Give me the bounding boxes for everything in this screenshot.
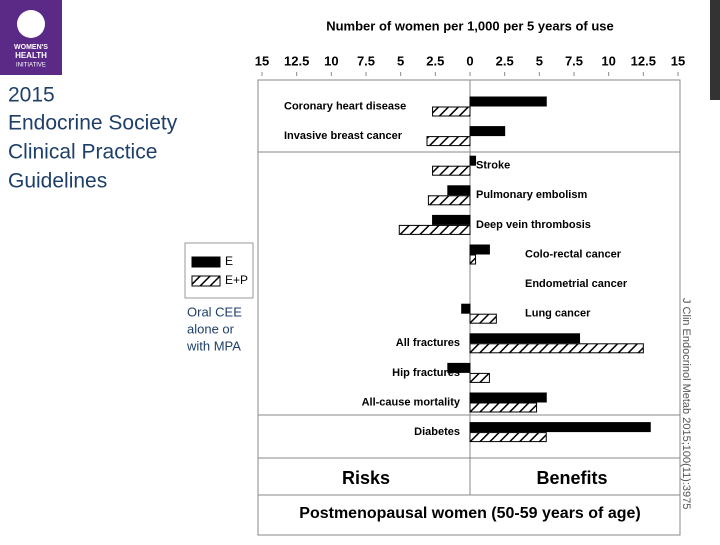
note-line: Oral CEE (187, 304, 242, 319)
bar (469, 402, 538, 413)
legend-swatch (191, 275, 221, 287)
benefits-label: Benefits (536, 468, 607, 488)
x-tick-label: 12.5 (631, 53, 656, 68)
heading-line: Endocrine Society (8, 112, 178, 135)
bar (398, 224, 471, 235)
category-label: Coronary heart disease (284, 100, 406, 112)
legend (184, 242, 254, 299)
category-label: Invasive breast cancer (284, 130, 403, 142)
note: Oral CEE alone or with MPA (186, 304, 242, 353)
category-label: Deep vein thrombosis (476, 219, 591, 231)
bar (469, 96, 547, 107)
bar (447, 185, 471, 196)
note-line: alone or (187, 321, 235, 336)
risks-label: Risks (342, 468, 390, 488)
logo-text: HEALTH (15, 51, 47, 60)
footer: Postmenopausal women (50-59 years of age… (299, 505, 640, 522)
note-line: with MPA (186, 338, 241, 353)
logo-text: WOMEN'S (14, 44, 48, 51)
bar (432, 214, 471, 225)
bar (469, 422, 651, 433)
bar (469, 343, 644, 354)
category-label: Stroke (476, 160, 510, 172)
x-tick-label: 7.5 (357, 53, 375, 68)
category-label: Colo-rectal cancer (525, 248, 622, 260)
heading-line: 2015 (8, 84, 55, 107)
x-tick-label: 2.5 (426, 53, 444, 68)
x-tick-label: 12.5 (284, 53, 309, 68)
bar (432, 165, 471, 176)
category-label: Lung cancer (525, 308, 591, 320)
chart-frame (257, 79, 681, 536)
x-tick-label: 7.5 (565, 53, 583, 68)
x-tick-label: 10 (601, 53, 615, 68)
bar (469, 432, 547, 443)
x-tick-label: 5 (536, 53, 543, 68)
bar (469, 392, 547, 403)
chart-title: Number of women per 1,000 per 5 years of… (326, 18, 614, 33)
x-tick-label: 0 (466, 53, 473, 68)
legend-swatch (191, 256, 221, 268)
bar (469, 254, 477, 265)
logo-figure (17, 10, 45, 38)
x-tick-label: 10 (324, 53, 338, 68)
heading-line: Guidelines (8, 170, 107, 193)
bar (469, 244, 490, 255)
category-label: Diabetes (414, 426, 460, 438)
bar (469, 155, 477, 166)
heading: 2015 Endocrine Society Clinical Practice… (8, 84, 178, 193)
x-tick-label: 15 (671, 53, 685, 68)
category-label: All-cause mortality (362, 396, 461, 408)
bar (469, 313, 497, 324)
category-label: Endometrial cancer (525, 278, 628, 290)
bar (432, 106, 471, 117)
citation: J Clin Endocrinol Metab 2015;100(11):397… (680, 298, 692, 509)
heading-line: Clinical Practice (8, 141, 157, 164)
bar (461, 303, 471, 314)
edge-bar (710, 0, 720, 100)
bar (426, 136, 471, 147)
legend-label: E (225, 254, 233, 268)
bar (469, 126, 506, 137)
category-label: All fractures (396, 337, 460, 349)
category-label: Pulmonary embolism (476, 189, 587, 201)
legend-label: E+P (225, 273, 248, 287)
x-tick-label: 15 (255, 53, 269, 68)
bar (427, 195, 471, 206)
category-label: Hip fractures (392, 367, 460, 379)
bar (469, 333, 581, 344)
x-tick-label: 2.5 (496, 53, 514, 68)
bar (447, 362, 471, 373)
x-tick-label: 5 (397, 53, 404, 68)
logo-text: INITIATIVE (16, 63, 46, 69)
bar (469, 372, 490, 383)
